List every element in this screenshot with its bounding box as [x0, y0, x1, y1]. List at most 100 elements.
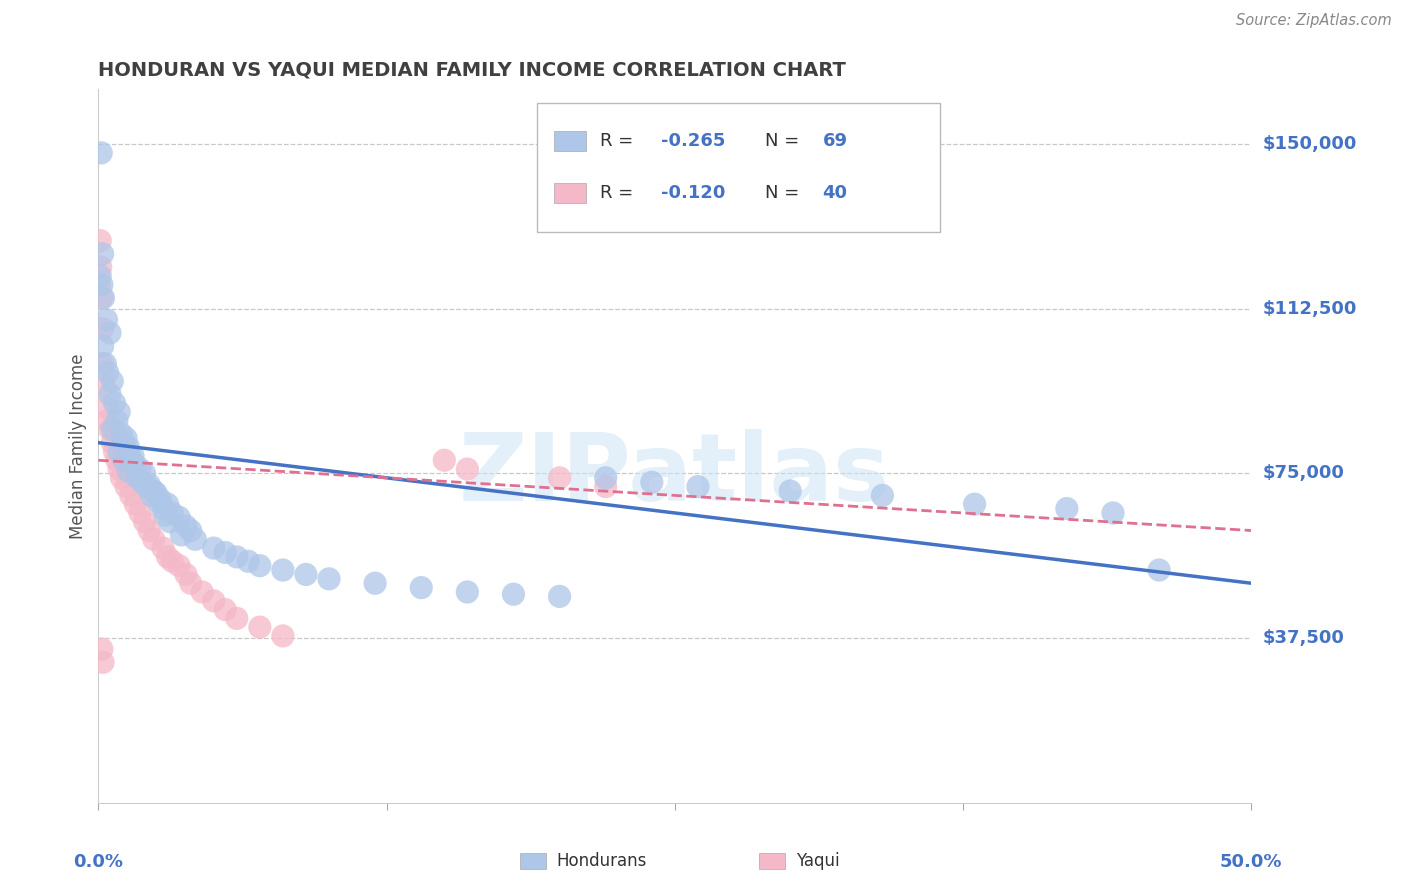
- Y-axis label: Median Family Income: Median Family Income: [69, 353, 87, 539]
- Point: [214, 545, 236, 559]
- Point: [180, 576, 202, 591]
- Point: [134, 515, 156, 529]
- Point: [548, 590, 571, 604]
- FancyBboxPatch shape: [554, 183, 586, 202]
- Point: [595, 480, 617, 494]
- Text: 0.0%: 0.0%: [73, 853, 124, 871]
- Point: [156, 549, 179, 564]
- Text: $150,000: $150,000: [1263, 135, 1357, 153]
- Text: Hondurans: Hondurans: [557, 852, 647, 870]
- Point: [641, 475, 664, 490]
- Point: [101, 435, 124, 450]
- Text: $112,500: $112,500: [1263, 300, 1357, 318]
- Point: [131, 475, 153, 490]
- Point: [105, 453, 128, 467]
- Point: [138, 477, 160, 491]
- Text: 50.0%: 50.0%: [1220, 853, 1282, 871]
- Text: 69: 69: [823, 132, 848, 150]
- Point: [90, 642, 112, 657]
- Text: HONDURAN VS YAQUI MEDIAN FAMILY INCOME CORRELATION CHART: HONDURAN VS YAQUI MEDIAN FAMILY INCOME C…: [98, 61, 846, 79]
- Point: [180, 524, 202, 538]
- Point: [98, 387, 121, 401]
- Point: [110, 471, 132, 485]
- Point: [90, 291, 112, 305]
- Point: [872, 488, 894, 502]
- Point: [103, 444, 125, 458]
- Point: [963, 497, 986, 511]
- Point: [120, 488, 142, 502]
- Point: [191, 585, 214, 599]
- Point: [108, 405, 131, 419]
- Point: [97, 414, 120, 428]
- Point: [364, 576, 387, 591]
- Point: [295, 567, 318, 582]
- Text: R =: R =: [600, 184, 638, 202]
- Point: [124, 458, 146, 472]
- Point: [112, 435, 135, 450]
- Point: [115, 480, 138, 494]
- Point: [170, 528, 193, 542]
- Point: [318, 572, 340, 586]
- Point: [93, 378, 115, 392]
- Text: N =: N =: [765, 184, 804, 202]
- Point: [145, 486, 167, 500]
- Point: [152, 501, 174, 516]
- Point: [225, 611, 247, 625]
- Point: [238, 554, 260, 568]
- Point: [174, 567, 197, 582]
- Point: [108, 444, 131, 458]
- Point: [155, 508, 177, 523]
- Point: [686, 480, 709, 494]
- Point: [91, 655, 114, 669]
- Point: [101, 423, 124, 437]
- Point: [135, 480, 157, 494]
- Point: [91, 321, 114, 335]
- Point: [108, 462, 131, 476]
- Point: [89, 277, 111, 292]
- Text: Source: ZipAtlas.com: Source: ZipAtlas.com: [1236, 13, 1392, 29]
- Point: [1056, 501, 1078, 516]
- Point: [167, 558, 190, 573]
- Point: [202, 594, 225, 608]
- Point: [149, 492, 172, 507]
- Point: [456, 585, 478, 599]
- Point: [90, 277, 112, 292]
- Point: [184, 533, 207, 547]
- Point: [129, 506, 152, 520]
- Point: [433, 453, 456, 467]
- Point: [110, 426, 132, 441]
- Point: [129, 462, 152, 476]
- Point: [548, 471, 571, 485]
- Text: 40: 40: [823, 184, 848, 202]
- Point: [249, 558, 271, 573]
- Point: [225, 549, 247, 564]
- Point: [134, 467, 156, 481]
- Point: [98, 423, 121, 437]
- Point: [167, 510, 190, 524]
- Point: [271, 563, 294, 577]
- Point: [122, 449, 145, 463]
- Point: [127, 471, 149, 485]
- Point: [160, 506, 183, 520]
- Point: [202, 541, 225, 555]
- Point: [89, 234, 111, 248]
- Text: N =: N =: [765, 132, 804, 150]
- FancyBboxPatch shape: [554, 130, 586, 151]
- Point: [117, 440, 139, 454]
- Text: $37,500: $37,500: [1263, 629, 1344, 647]
- Point: [105, 414, 128, 428]
- Text: ZIPatlas: ZIPatlas: [460, 428, 890, 521]
- Point: [91, 339, 114, 353]
- Point: [502, 587, 524, 601]
- Point: [98, 326, 121, 340]
- Point: [174, 519, 197, 533]
- Point: [1102, 506, 1125, 520]
- Point: [141, 488, 163, 502]
- Point: [152, 541, 174, 555]
- Point: [148, 495, 170, 509]
- Point: [411, 581, 433, 595]
- Point: [94, 401, 117, 415]
- Point: [115, 431, 138, 445]
- Point: [117, 464, 139, 478]
- Point: [142, 483, 165, 498]
